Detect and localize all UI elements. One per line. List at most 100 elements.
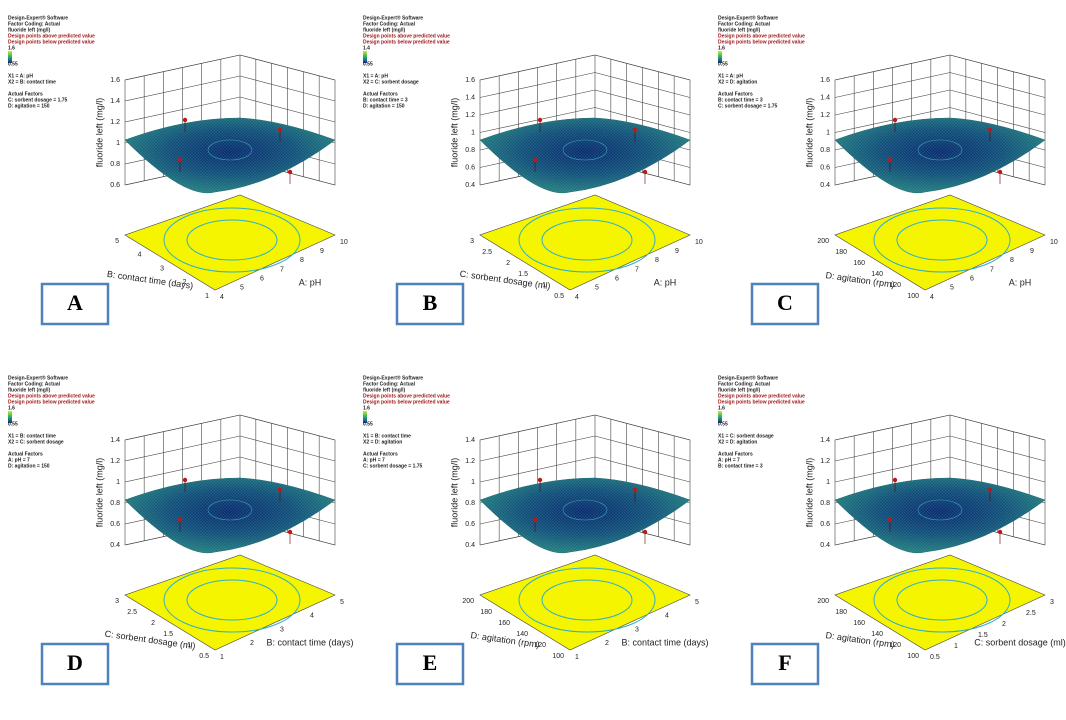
- y-tick-label: 3: [280, 626, 284, 633]
- y-tick-label: 6: [970, 276, 974, 283]
- z-tick-label: 1: [116, 140, 120, 147]
- legend-text: Design points above predicted value: [8, 33, 95, 39]
- z-tick-label: 1: [471, 129, 475, 136]
- wall-grid: [834, 72, 951, 98]
- x-tick-label: 140: [871, 271, 883, 278]
- y-tick-label: 1: [220, 654, 224, 661]
- y-tick-label: 7: [280, 266, 284, 273]
- z-tick-label: 1.2: [465, 112, 475, 119]
- y-tick-label: 10: [1050, 239, 1058, 246]
- x-tick-label: 160: [853, 620, 865, 627]
- x-tick-label: 5: [115, 238, 119, 245]
- floor-contour: [896, 219, 988, 261]
- surface-contour: [917, 499, 963, 521]
- legend-text: fluoride left (mg/l): [8, 387, 51, 393]
- legend-text: Design-Expert® Software: [363, 374, 423, 381]
- x-axis-label: C: sorbent dosage (ml): [459, 269, 551, 292]
- z-tick-label: 1: [116, 479, 120, 486]
- y-tick-label: 1: [575, 654, 579, 661]
- z-tick-label: 0.6: [820, 164, 830, 171]
- y-tick-label: 2: [605, 640, 609, 647]
- z-axis-label: fluoride left (mg/l): [449, 458, 459, 528]
- surface-mesh: [125, 118, 335, 193]
- z-tick-label: 1.4: [465, 94, 475, 101]
- y-tick-label: 3: [635, 626, 639, 633]
- panel-label: A: [67, 290, 83, 315]
- legend-text: Design-Expert® Software: [8, 374, 68, 381]
- design-point: [532, 517, 538, 523]
- x-tick-label: 1: [205, 293, 209, 300]
- color-bar: [8, 51, 12, 63]
- y-tick-label: 9: [1030, 248, 1034, 255]
- legend-text: A: pH = 7: [363, 457, 385, 463]
- x-tick-label: 100: [907, 653, 919, 660]
- x-tick-label: 200: [462, 598, 474, 605]
- wall-grid: [949, 54, 1046, 81]
- panel-label: D: [67, 650, 83, 675]
- wall-grid: [949, 456, 1046, 483]
- panel-label-box: [395, 282, 465, 326]
- y-tick-label: 5: [595, 285, 599, 292]
- x-tick-label: 3: [160, 265, 164, 272]
- x-axis-label: D: agitation (rpm): [825, 630, 895, 650]
- floor-contour: [873, 567, 1011, 633]
- z-tick-label: 0.4: [465, 182, 475, 189]
- legend-text: Actual Factors: [718, 91, 753, 97]
- x-tick-label: 4: [138, 252, 142, 259]
- floor-contour: [541, 219, 633, 261]
- y-tick-label: 5: [340, 599, 344, 606]
- design-point: [987, 487, 993, 493]
- z-tick-label: 1: [471, 479, 475, 486]
- y-tick-label: 2: [250, 640, 254, 647]
- x-tick-label: 140: [871, 631, 883, 638]
- wall-grid: [834, 89, 951, 116]
- y-axis-label: C: sorbent dosage (ml): [974, 637, 1066, 647]
- legend-text: Design points below predicted value: [718, 399, 805, 405]
- design-point: [632, 487, 638, 493]
- legend-text: D: agitation = 150: [8, 103, 50, 109]
- y-tick-label: 4: [575, 294, 579, 301]
- floor-contour: [163, 207, 301, 273]
- wall-grid: [949, 414, 1046, 441]
- x-tick-label: 160: [498, 620, 510, 627]
- wall-grid: [594, 54, 691, 81]
- wall-grid: [239, 54, 336, 81]
- z-tick-label: 1.2: [820, 458, 830, 465]
- y-tick-label: 2.5: [1026, 610, 1036, 617]
- y-tick-label: 7: [635, 266, 639, 273]
- wall-grid: [594, 414, 691, 441]
- legend-text: fluoride left (mg/l): [363, 27, 406, 33]
- surface-contour: [207, 499, 253, 521]
- color-bar: [8, 411, 12, 423]
- floor-contour: [873, 207, 1011, 273]
- z-tick-label: 0.8: [820, 500, 830, 507]
- legend-text: Factor Coding: Actual: [363, 381, 416, 387]
- y-axis-label: A: pH: [654, 277, 677, 287]
- legend-text: fluoride left (mg/l): [718, 387, 761, 393]
- z-axis-label: fluoride left (mg/l): [94, 458, 104, 528]
- x-tick-label: 3: [470, 238, 474, 245]
- wall-grid: [949, 72, 1046, 98]
- legend-text: X2 = B: contact time: [8, 79, 56, 85]
- y-tick-label: 8: [1010, 257, 1014, 264]
- wall-grid: [594, 435, 691, 462]
- wall-grid: [124, 414, 241, 441]
- surface-mesh: [480, 118, 690, 193]
- x-tick-label: 2: [506, 260, 510, 267]
- panel-label-box: [40, 282, 110, 326]
- design-point: [987, 127, 993, 133]
- z-tick-label: 1.6: [820, 77, 830, 84]
- legend-text: C: sorbent dosage = 1.75: [363, 463, 423, 469]
- legend-text: Actual Factors: [8, 91, 43, 97]
- legend-text: Design-Expert® Software: [8, 14, 68, 21]
- legend-text: Design points above predicted value: [718, 393, 805, 399]
- wall-grid: [124, 96, 241, 123]
- z-axis-label: fluoride left (mg/l): [449, 98, 459, 168]
- x-tick-label: 2.5: [127, 609, 137, 616]
- wall-grid: [124, 75, 241, 102]
- design-point: [177, 517, 183, 523]
- color-bar: [718, 411, 722, 423]
